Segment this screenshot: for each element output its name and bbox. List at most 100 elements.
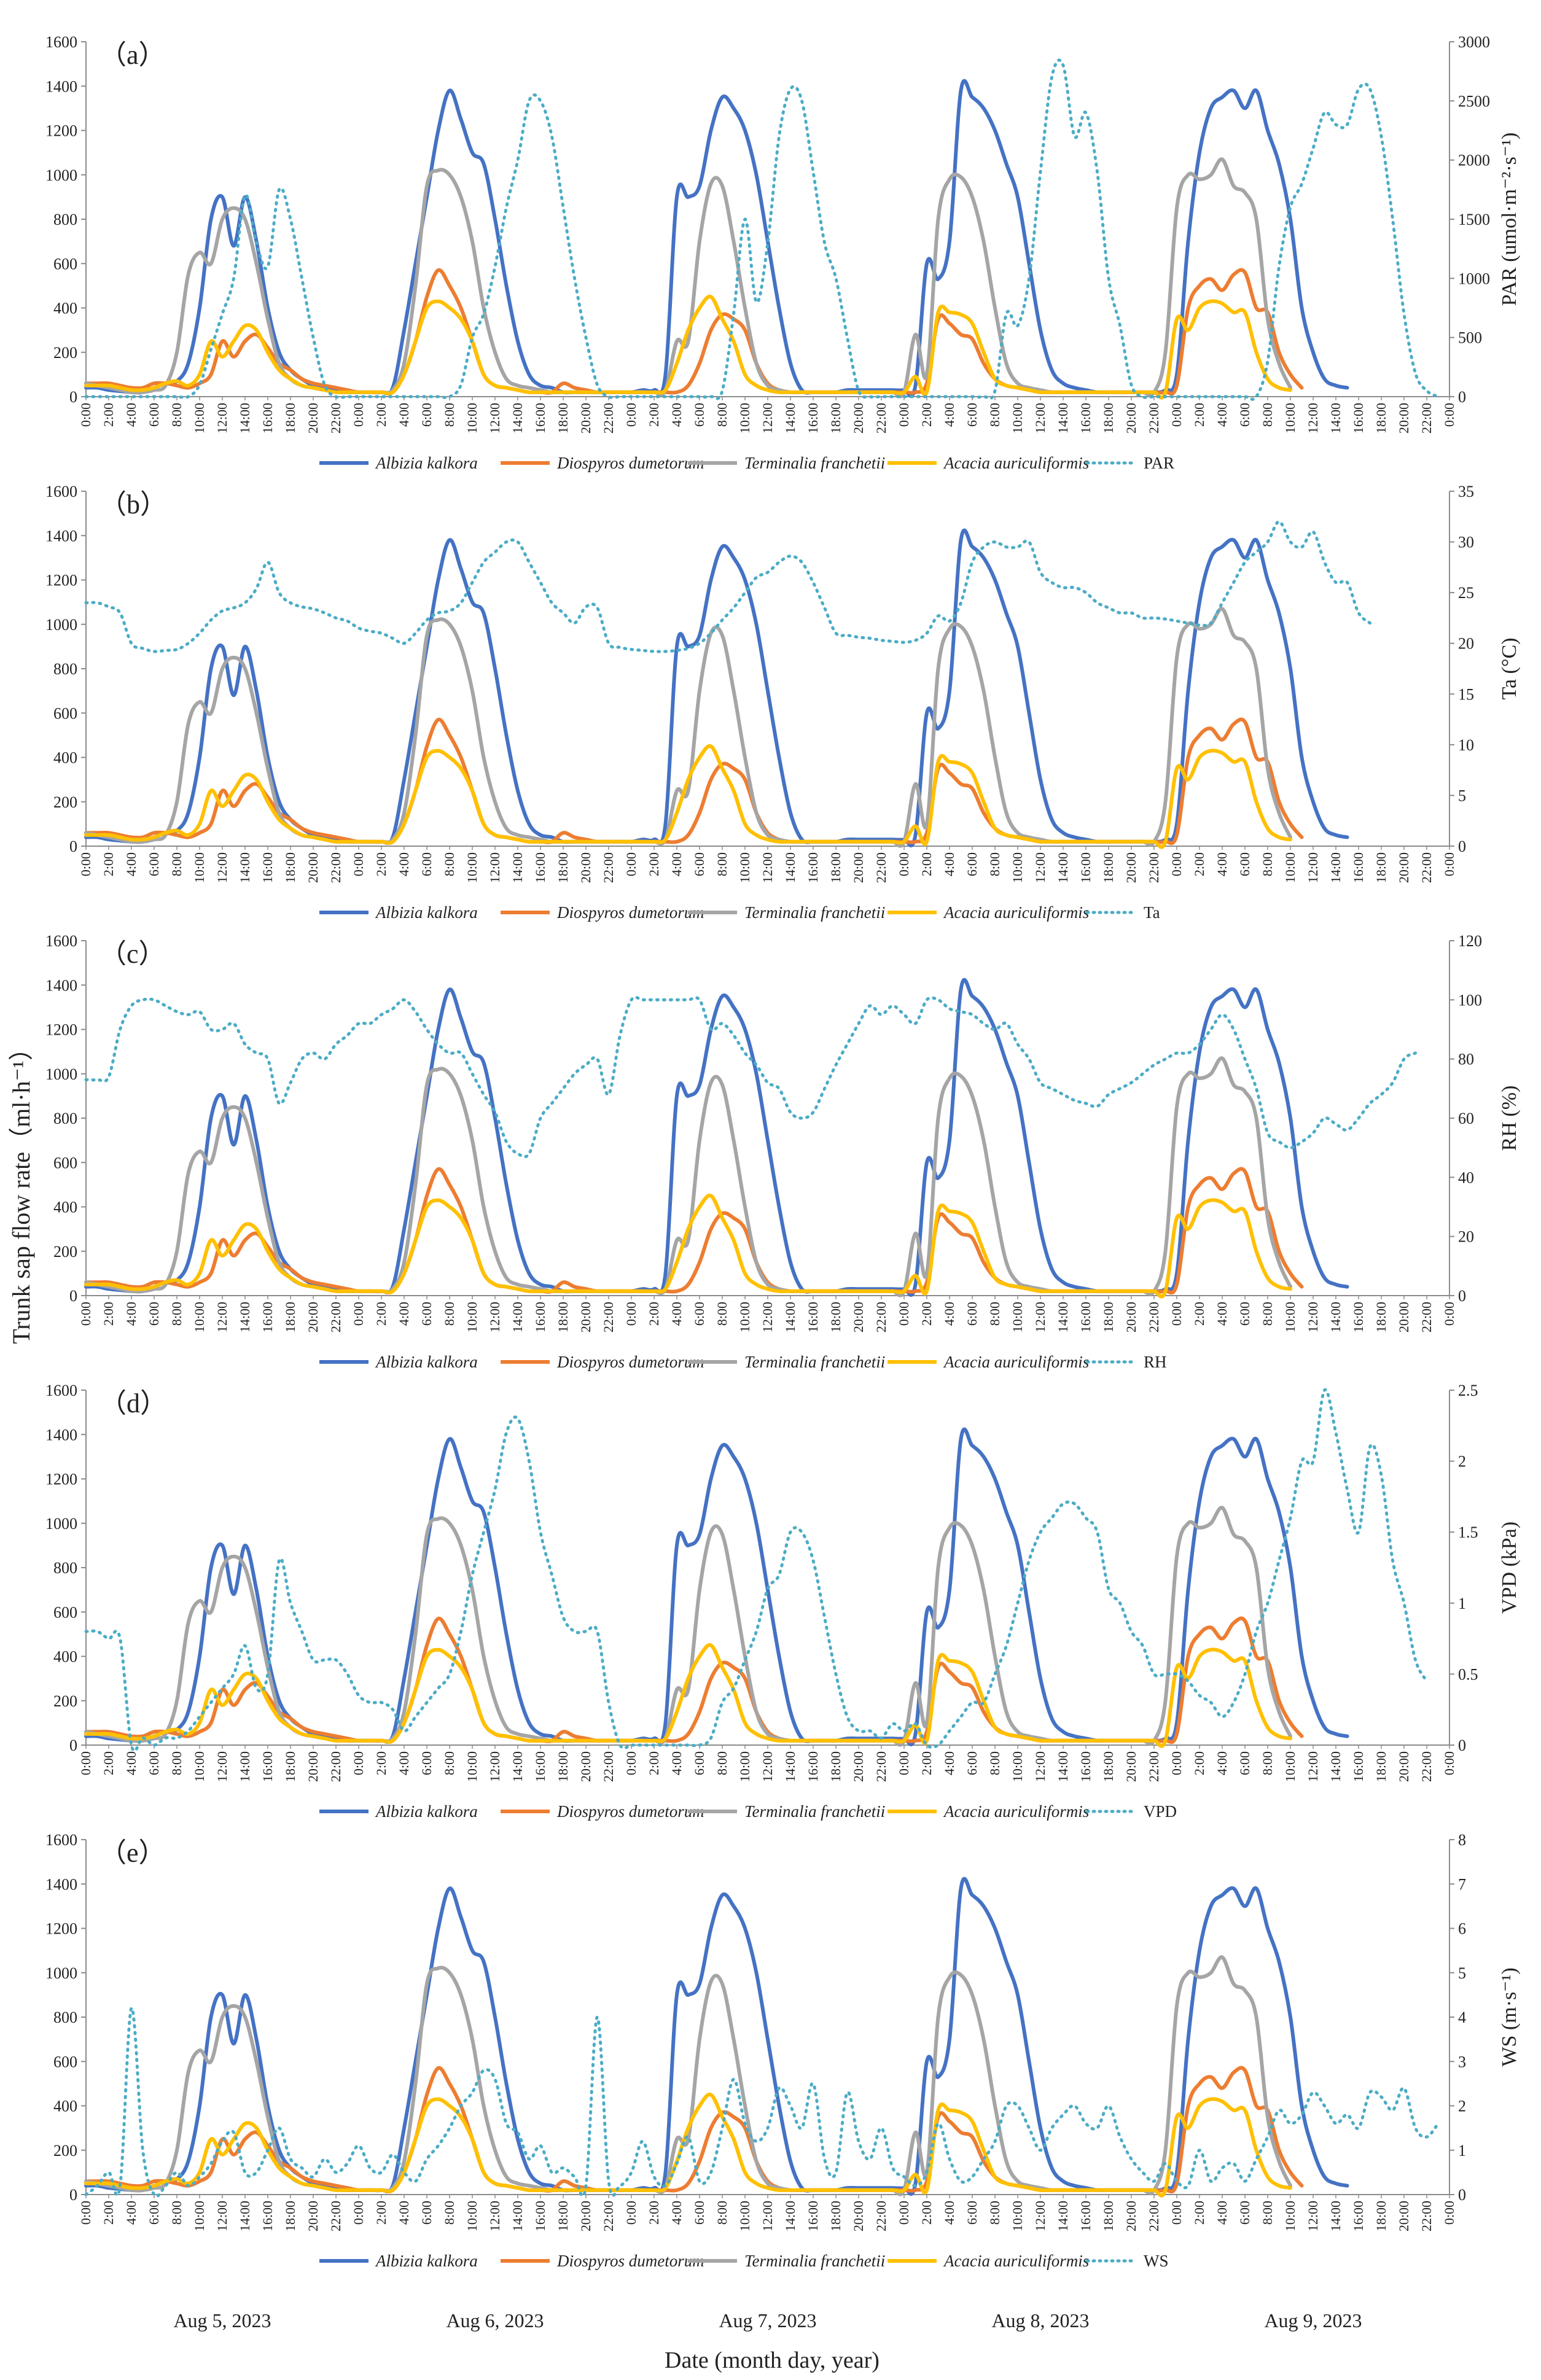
x-tick-label: 12:00 [487,1751,502,1782]
x-tick-label: 10:00 [464,1751,480,1782]
x-tick-label: 22:00 [601,403,616,434]
left-tick-label: 1000 [45,616,77,634]
x-tick-label: 0:00 [1169,1302,1184,1326]
right-axis-title: VPD (kPa) [1498,1522,1521,1614]
x-tick-label: 2:00 [646,403,661,427]
x-tick-label: 12:00 [760,403,775,434]
legend: Albizia kalkora Diospyros dumetorum Termin… [319,454,1174,472]
x-tick-label: 18:00 [555,403,571,434]
x-tick-label: 20:00 [1123,2201,1139,2231]
right-tick-label: 7 [1458,1875,1466,1893]
x-tick-label: 8:00 [169,2201,184,2225]
right-tick-label: 6 [1458,1920,1466,1938]
legend-label: Acacia auriculiformis [943,2252,1089,2270]
x-tick-label: 22:00 [873,403,889,434]
x-tick-label: 22:00 [1146,403,1161,434]
x-tick-label: 12:00 [487,852,502,883]
left-tick-label: 800 [53,2009,77,2026]
series-par [84,58,1440,401]
x-tick-label: 6:00 [964,1302,980,1326]
left-tick-label: 1600 [45,33,77,51]
x-tick-label: 20:00 [1123,1751,1139,1782]
right-tick-label: 20 [1458,635,1474,653]
x-tick-label: 22:00 [328,1751,343,1782]
x-tick-label: 22:00 [328,2201,343,2231]
right-tick-label: 500 [1458,329,1482,347]
right-tick-label: 10 [1458,736,1474,754]
panel-b: 0 200 400 600 800 1000 1200 1400 1600 0 5 10 15 20 25 3… [45,483,1521,922]
legend-label: Terminalia franchetii [744,454,885,472]
left-tick-label: 200 [53,344,77,362]
x-tick-label: 20:00 [1123,852,1139,883]
left-tick-label: 1200 [45,1920,77,1938]
x-tick-label: 22:00 [601,1302,616,1332]
x-tick-label: 12:00 [760,1302,775,1332]
right-tick-label: 3 [1458,2053,1466,2071]
x-tick-label: 6:00 [692,1302,707,1326]
date-label: Aug 7, 2023 [719,2309,816,2331]
x-tick-label: 0:00 [78,852,93,876]
legend-label: Terminalia franchetii [744,1353,885,1371]
x-tick-label: 4:00 [942,852,957,876]
left-tick-label: 1400 [45,1426,77,1444]
x-tick-label: 14:00 [1055,2201,1071,2231]
legend-label: Diospyros dumetorum [556,2252,704,2270]
x-tick-label: 18:00 [828,403,843,434]
left-tick-label: 400 [53,300,77,317]
x-tick-label: 0:00 [623,403,639,427]
x-tick-label: 8:00 [714,1751,730,1775]
x-tick-label: 2:00 [919,852,934,876]
x-tick-label: 14:00 [1055,852,1071,883]
left-tick-label: 400 [53,2098,77,2115]
x-tick-label: 8:00 [169,852,184,876]
right-tick-label: 120 [1458,932,1482,950]
x-tick-label: 2:00 [373,852,389,876]
x-tick-label: 12:00 [214,403,230,434]
x-tick-label: 14:00 [237,852,252,883]
x-tick-label: 10:00 [1010,403,1025,434]
left-tick-label: 600 [53,1154,77,1172]
x-tick-label: 16:00 [1078,403,1093,434]
x-tick-label: 4:00 [396,1751,412,1775]
x-tick-label: 6:00 [692,2201,707,2225]
left-tick-label: 600 [53,1603,77,1621]
series-vpd [84,1388,1429,1752]
x-tick-label: 2:00 [1192,403,1207,427]
right-tick-label: 5 [1458,1964,1466,1982]
x-tick-label: 10:00 [737,1302,752,1332]
x-tick-label: 8:00 [1260,852,1275,876]
x-tick-label: 6:00 [692,1751,707,1775]
x-tick-label: 20:00 [305,852,321,883]
series-acacia-auriculiformis [84,744,1292,849]
x-tick-label: 16:00 [805,852,821,883]
x-tick-label: 8:00 [714,1302,730,1326]
x-tick-label: 6:00 [692,852,707,876]
legend: Albizia kalkora Diospyros dumetorum Termin… [319,1802,1177,1821]
legend-label: PAR [1144,454,1174,472]
x-tick-label: 16:00 [260,403,275,434]
legend-label: Albizia kalkora [375,1353,478,1371]
x-tick-label: 6:00 [964,1751,980,1775]
panel-label: （d） [99,1388,167,1418]
x-tick-label: 22:00 [873,852,889,883]
legend-label: Diospyros dumetorum [556,903,704,922]
x-tick-label: 14:00 [1055,403,1071,434]
x-tick-label: 20:00 [1396,1302,1411,1332]
left-tick-label: 800 [53,211,77,228]
x-tick-label: 16:00 [533,403,548,434]
x-tick-label: 14:00 [782,403,798,434]
right-tick-label: 1.5 [1458,1523,1478,1541]
x-tick-label: 6:00 [1237,1751,1252,1775]
right-tick-label: 80 [1458,1051,1474,1068]
x-tick-label: 2:00 [1192,852,1207,876]
x-tick-label: 22:00 [1419,1302,1434,1332]
x-tick-label: 0:00 [1442,852,1457,876]
right-tick-label: 35 [1458,483,1474,500]
x-tick-label: 2:00 [101,403,116,427]
x-tick-label: 4:00 [396,2201,412,2225]
x-tick-label: 20:00 [578,852,593,883]
x-tick-label: 6:00 [419,852,434,876]
left-tick-label: 1000 [45,166,77,184]
x-tick-label: 8:00 [987,403,1002,427]
x-tick-label: 0:00 [896,1302,911,1326]
